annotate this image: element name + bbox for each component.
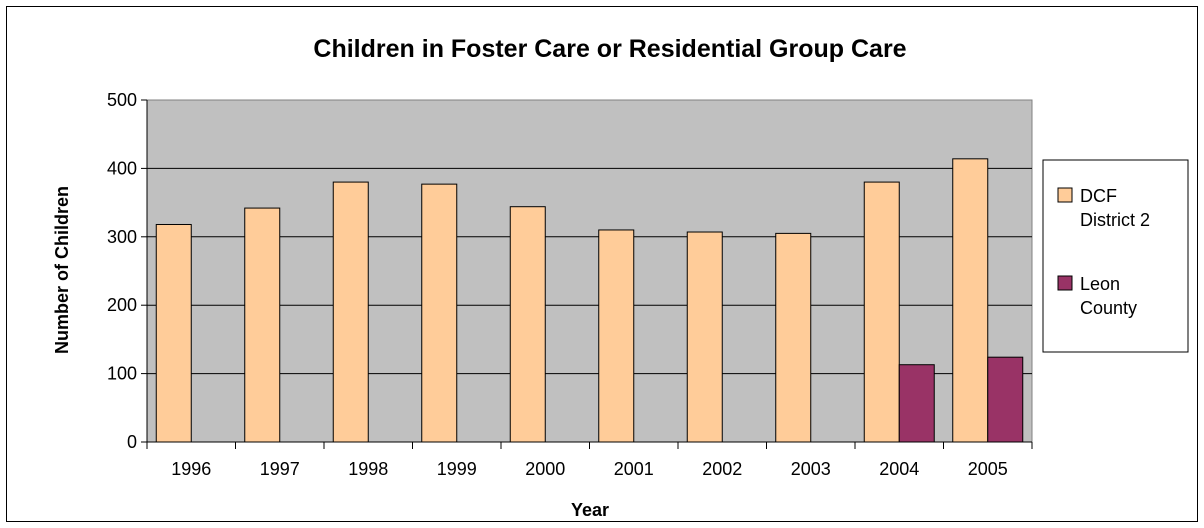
bar-dcf-district-2-1999: [421, 183, 458, 443]
x-tick-label: 1996: [171, 459, 211, 479]
x-tick-label: 1998: [348, 459, 388, 479]
bar-dcf-district-2-2003: [775, 232, 812, 443]
legend-swatch-dcf-district-2: [1057, 187, 1073, 203]
legend-label-dcf-district-2: DCF District 2: [1080, 186, 1150, 230]
x-tick-label: 2003: [791, 459, 831, 479]
y-tick-label: 0: [127, 432, 137, 452]
bar-dcf-district-2-2002: [686, 231, 723, 443]
x-tick-label: 2004: [879, 459, 919, 479]
bar-dcf-district-2-1996: [155, 223, 192, 443]
y-axis-label: Number of Children: [52, 186, 72, 354]
x-tick-label: 2000: [525, 459, 565, 479]
legend: DCF District 2 Leon County: [1042, 159, 1189, 353]
y-tick-label: 300: [107, 227, 137, 247]
bar-dcf-district-2-2005: [952, 158, 989, 443]
legend-label-leon-county: Leon County: [1080, 274, 1137, 318]
x-axis-label: Year: [571, 500, 609, 520]
bar-dcf-district-2-1997: [244, 207, 281, 443]
plot-area: 0 100 200 300 400 500 1996 1997 1998 1999 2000 2001…: [107, 90, 1033, 479]
x-tick-label: 2001: [614, 459, 654, 479]
bar-leon-county-2004: [898, 364, 935, 443]
y-tick-label: 100: [107, 364, 137, 384]
x-tick-label: 2005: [968, 459, 1008, 479]
bar-dcf-district-2-1998: [332, 181, 369, 443]
x-tick-label: 2002: [702, 459, 742, 479]
x-tick-label: 1997: [260, 459, 300, 479]
y-tick-label: 200: [107, 295, 137, 315]
legend-swatch-leon-county: [1057, 275, 1073, 291]
bar-dcf-district-2-2000: [509, 206, 546, 443]
y-tick-label: 500: [107, 90, 137, 110]
x-tick-label: 1999: [437, 459, 477, 479]
bar-dcf-district-2-2001: [598, 229, 635, 443]
bar-leon-county-2005: [987, 356, 1024, 443]
bar-dcf-district-2-2004: [863, 181, 900, 443]
chart-title: Children in Foster Care or Residential G…: [313, 35, 906, 63]
y-tick-label: 400: [107, 158, 137, 178]
